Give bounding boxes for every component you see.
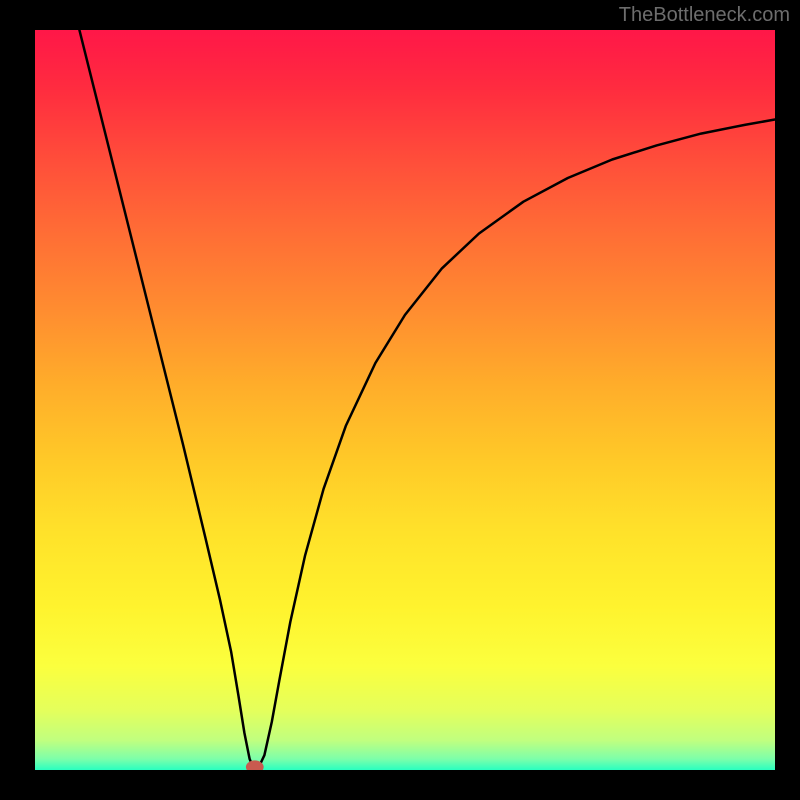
attribution-text: TheBottleneck.com: [619, 4, 790, 27]
chart-svg: [35, 30, 775, 770]
chart-background-gradient: [35, 30, 775, 770]
chart-plot-area: [35, 30, 775, 770]
